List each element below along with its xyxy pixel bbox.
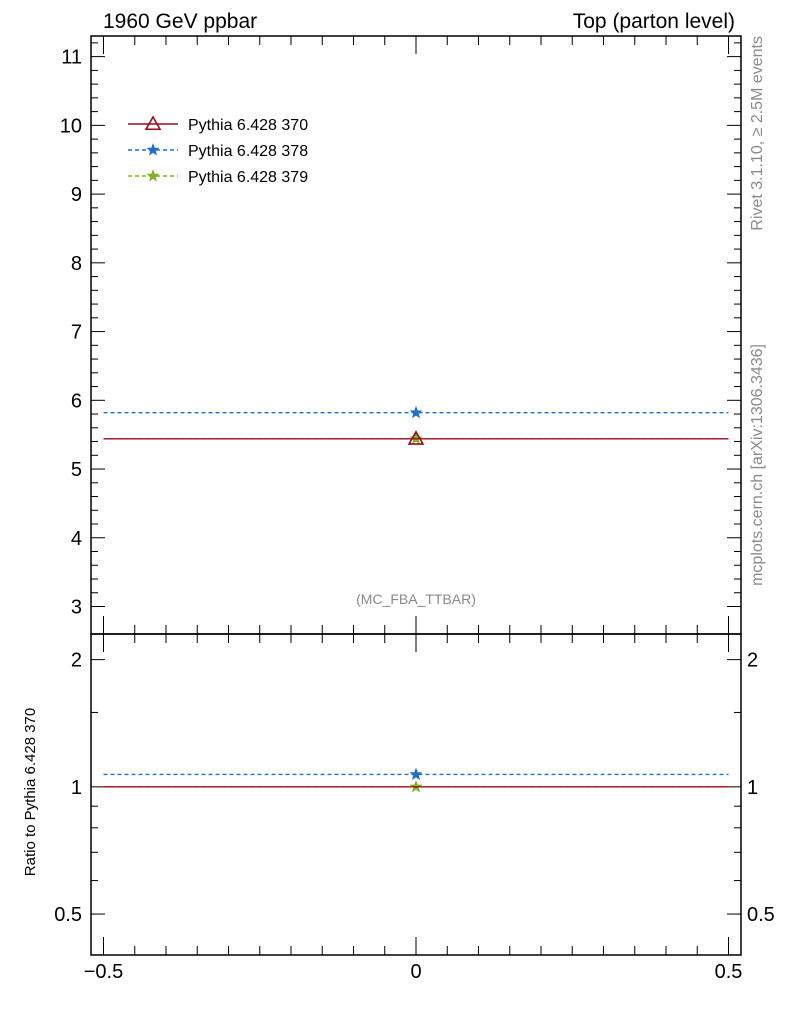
main-y-tick-label: 10 bbox=[60, 115, 82, 137]
main-y-tick-label: 6 bbox=[71, 390, 82, 412]
ratio-y-tick-label-left: 1 bbox=[71, 777, 82, 799]
main-series-marker-1 bbox=[409, 405, 423, 419]
ratio-y-tick-labels: 0.5 0.5 1 1 2 2 bbox=[54, 650, 775, 926]
ratio-y-tick-label-left: 0.5 bbox=[54, 904, 82, 926]
main-series-marker-0 bbox=[407, 430, 425, 445]
ratio-y-tick-label-right: 1 bbox=[747, 777, 758, 799]
legend-marker-1 bbox=[146, 143, 160, 156]
x-tick-label: −0.5 bbox=[84, 961, 123, 983]
main-series bbox=[103, 405, 729, 445]
main-y-tick-label: 7 bbox=[71, 322, 82, 344]
ratio-y-tick-label-left: 2 bbox=[71, 650, 82, 672]
main-y-tick-label: 11 bbox=[61, 47, 82, 69]
ratio-ticks bbox=[91, 634, 741, 956]
main-y-tick-labels: 3 4 5 6 7 8 9 10 11 bbox=[60, 47, 82, 619]
ratio-series-marker-1 bbox=[409, 767, 423, 780]
ratio-frame bbox=[90, 633, 742, 956]
main-y-tick-label: 3 bbox=[71, 597, 82, 619]
main-y-tick-label: 8 bbox=[71, 253, 82, 275]
legend-label-0: Pythia 6.428 370 bbox=[188, 117, 308, 134]
legend-marker-0 bbox=[144, 115, 162, 131]
main-panel: 3 4 5 6 7 8 9 10 11 bbox=[60, 35, 742, 635]
main-y-tick-label: 4 bbox=[71, 528, 82, 550]
x-tick-labels: −0.5 0 0.5 bbox=[84, 961, 743, 983]
legend-label-1: Pythia 6.428 378 bbox=[188, 143, 308, 160]
mcplots-credit-text: mcplots.cern.ch [arXiv:1306.3436] bbox=[749, 344, 766, 586]
x-tick-label: 0.5 bbox=[715, 961, 743, 983]
main-ticks bbox=[91, 36, 741, 634]
ratio-y-tick-label-right: 0.5 bbox=[747, 904, 775, 926]
main-y-tick-label: 9 bbox=[71, 184, 82, 206]
ratio-y-axis-label: Ratio to Pythia 6.428 370 bbox=[22, 708, 39, 876]
x-tick-label: 0 bbox=[410, 961, 421, 983]
ratio-y-tick-label-right: 2 bbox=[747, 650, 758, 672]
legend-label-2: Pythia 6.428 379 bbox=[188, 169, 308, 186]
legend-marker-2 bbox=[146, 169, 160, 182]
header-left: 1960 GeV ppbar bbox=[103, 10, 257, 33]
header-right: Top (parton level) bbox=[573, 10, 735, 33]
ratio-panel: 0.5 0.5 1 1 2 2 −0.5 0 0.5 bbox=[54, 633, 775, 983]
ratio-series bbox=[103, 767, 729, 793]
rivet-version-text: Rivet 3.1.10, ≥ 2.5M events bbox=[749, 36, 766, 231]
analysis-tag: (MC_FBA_TTBAR) bbox=[356, 591, 476, 607]
legend: Pythia 6.428 370 Pythia 6.428 378 Pythia 6… bbox=[128, 115, 308, 186]
main-y-tick-label: 5 bbox=[71, 459, 82, 481]
